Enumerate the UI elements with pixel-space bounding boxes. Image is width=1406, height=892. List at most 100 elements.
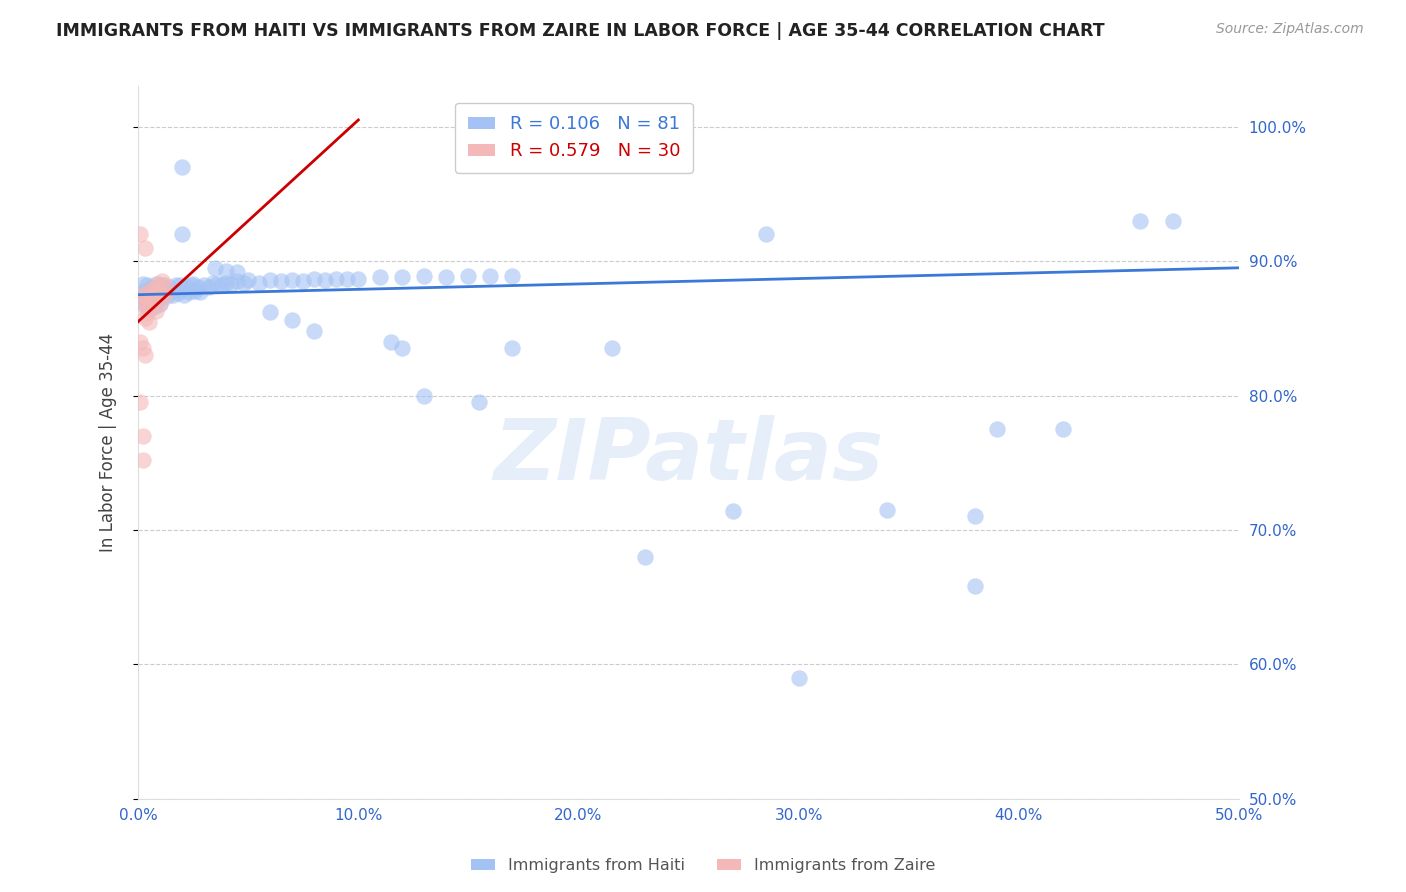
Point (176, 279, 198, 293)
Point (134, 287, 156, 301)
Point (259, 305, 281, 319)
Point (142, 293, 165, 307)
Point (145, 289, 167, 303)
Point (755, 227, 778, 242)
Text: IMMIGRANTS FROM HAITI VS IMMIGRANTS FROM ZAIRE IN LABOR FORCE | AGE 35-44 CORREL: IMMIGRANTS FROM HAITI VS IMMIGRANTS FROM… (56, 22, 1105, 40)
Point (226, 274, 249, 288)
Point (193, 278, 215, 293)
Point (501, 342, 523, 356)
Point (413, 268, 436, 283)
Point (238, 273, 260, 287)
Point (149, 297, 172, 311)
Point (172, 227, 194, 242)
Point (172, 282, 194, 296)
Point (479, 268, 502, 283)
Point (146, 293, 169, 307)
Point (325, 271, 347, 285)
Point (219, 277, 242, 291)
Point (145, 277, 167, 291)
Point (134, 310, 156, 325)
Point (270, 274, 292, 288)
Point (146, 286, 169, 301)
Point (129, 293, 152, 307)
Point (152, 287, 174, 301)
Point (153, 278, 176, 293)
Point (292, 274, 315, 288)
Text: Source: ZipAtlas.com: Source: ZipAtlas.com (1216, 22, 1364, 37)
Point (211, 278, 233, 293)
Point (138, 302, 160, 317)
Text: ZIPatlas: ZIPatlas (494, 416, 884, 499)
Legend: Immigrants from Haiti, Immigrants from Zaire: Immigrants from Haiti, Immigrants from Z… (465, 852, 941, 880)
Point (146, 284, 169, 298)
Point (281, 313, 304, 327)
Point (336, 271, 359, 285)
Point (247, 276, 270, 290)
Point (1161, 214, 1184, 228)
Point (215, 263, 238, 277)
Point (136, 295, 159, 310)
Point (876, 502, 898, 516)
Point (501, 268, 523, 283)
Point (131, 453, 153, 467)
Point (149, 295, 172, 310)
Point (134, 348, 156, 362)
Point (172, 160, 194, 174)
Point (152, 285, 174, 299)
Point (134, 241, 156, 255)
Legend: R = 0.106   N = 81, R = 0.579   N = 30: R = 0.106 N = 81, R = 0.579 N = 30 (456, 103, 693, 173)
Point (202, 276, 225, 290)
Point (142, 300, 165, 314)
Point (434, 270, 457, 285)
Point (131, 287, 153, 301)
Point (134, 284, 156, 298)
Point (197, 279, 219, 293)
Point (177, 285, 200, 299)
Point (468, 395, 491, 409)
Point (156, 289, 179, 303)
Point (138, 284, 160, 298)
Point (162, 287, 184, 301)
Point (787, 671, 810, 685)
Point (149, 286, 172, 301)
Point (457, 268, 479, 283)
Point (141, 281, 163, 295)
Point (347, 271, 370, 285)
Point (136, 278, 159, 293)
Point (145, 303, 167, 318)
Point (314, 273, 336, 287)
Point (134, 297, 156, 311)
Point (141, 289, 163, 303)
Point (142, 282, 165, 296)
Point (963, 579, 986, 593)
Point (259, 273, 281, 287)
Point (129, 334, 152, 349)
Point (180, 278, 202, 293)
Point (304, 271, 326, 285)
Point (986, 422, 1008, 436)
Point (129, 294, 152, 309)
Point (963, 509, 986, 524)
Point (204, 260, 226, 275)
Point (153, 287, 176, 301)
Point (142, 281, 165, 295)
Point (207, 277, 229, 291)
Point (215, 276, 238, 290)
Point (160, 284, 183, 298)
Point (184, 284, 207, 298)
Point (146, 277, 169, 291)
Point (169, 278, 191, 293)
Point (153, 282, 176, 296)
Point (136, 305, 159, 319)
Point (380, 334, 402, 349)
Point (129, 227, 152, 242)
Point (1052, 422, 1074, 436)
Point (187, 279, 209, 293)
Point (633, 549, 655, 564)
Point (152, 278, 174, 293)
Point (173, 287, 195, 301)
Point (391, 270, 413, 285)
Point (131, 342, 153, 356)
Point (413, 388, 436, 402)
Point (129, 395, 152, 409)
